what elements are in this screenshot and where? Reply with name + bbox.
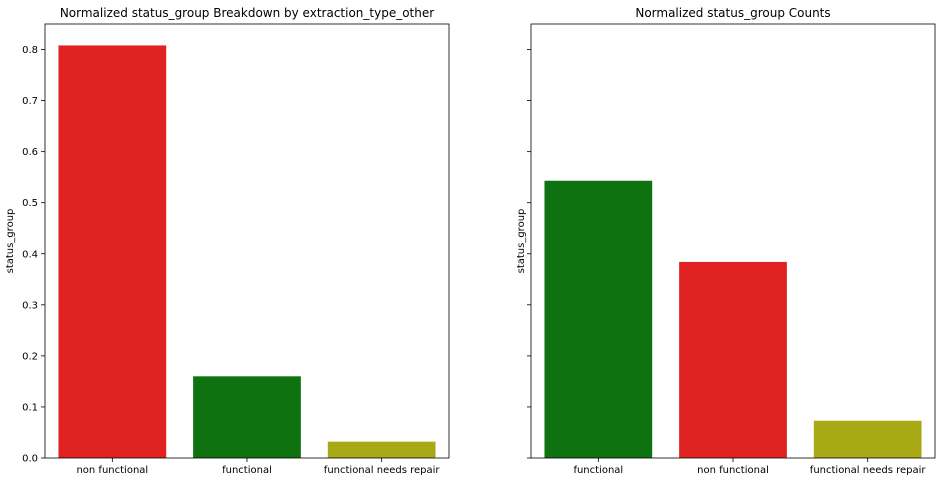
- chart-title: Normalized status_group Breakdown by ext…: [60, 6, 434, 20]
- x-tick-label: functional needs repair: [324, 465, 441, 476]
- y-tick-label: 0.3: [22, 300, 38, 311]
- y-axis-label: status_group: [516, 209, 527, 274]
- y-tick-label: 0.0: [22, 454, 38, 465]
- y-tick-label: 0.2: [22, 351, 38, 362]
- y-tick-label: 0.8: [22, 45, 38, 56]
- bar-functional-needs-repair: [813, 420, 922, 458]
- y-axis-label: status_group: [5, 209, 16, 274]
- chart-title: Normalized status_group Counts: [635, 6, 830, 20]
- y-tick-label: 0.5: [22, 198, 38, 209]
- x-tick-label: non functional: [697, 465, 769, 476]
- x-tick-label: non functional: [76, 465, 148, 476]
- x-tick-label: functional: [573, 465, 623, 476]
- bar-non-functional: [679, 261, 787, 458]
- x-tick-label: functional needs repair: [810, 465, 927, 476]
- y-tick-label: 0.4: [22, 249, 38, 260]
- y-tick-label: 0.1: [22, 402, 38, 413]
- bar-functional: [544, 180, 653, 458]
- bar-non-functional: [58, 45, 167, 458]
- y-tick-label: 0.7: [22, 96, 38, 107]
- y-tick-label: 0.6: [22, 147, 38, 158]
- chart-panel-2: functional non functional functional needs…: [516, 6, 936, 476]
- bar-functional: [193, 376, 301, 458]
- chart-panel-1: 0.0 0.1 0.2 0.3 0.4 0.5 0.6 0.7 0.8 non functiona…: [5, 6, 450, 476]
- bar-functional-needs-repair: [327, 441, 436, 458]
- x-tick-label: functional: [222, 465, 272, 476]
